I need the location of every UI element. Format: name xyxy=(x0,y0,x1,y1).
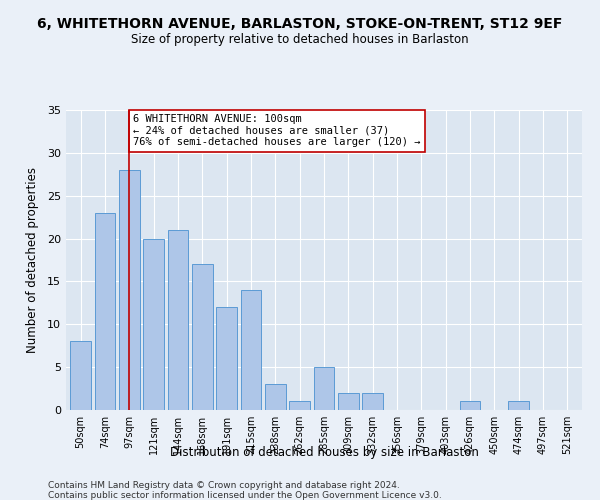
Text: Distribution of detached houses by size in Barlaston: Distribution of detached houses by size … xyxy=(170,446,478,459)
Text: 6, WHITETHORN AVENUE, BARLASTON, STOKE-ON-TRENT, ST12 9EF: 6, WHITETHORN AVENUE, BARLASTON, STOKE-O… xyxy=(37,18,563,32)
Bar xyxy=(460,402,481,410)
Bar xyxy=(314,367,334,410)
Text: Contains public sector information licensed under the Open Government Licence v3: Contains public sector information licen… xyxy=(48,491,442,500)
Bar xyxy=(167,230,188,410)
Bar xyxy=(265,384,286,410)
Bar xyxy=(338,393,359,410)
Text: 6 WHITETHORN AVENUE: 100sqm
← 24% of detached houses are smaller (37)
76% of sem: 6 WHITETHORN AVENUE: 100sqm ← 24% of det… xyxy=(133,114,421,148)
Y-axis label: Number of detached properties: Number of detached properties xyxy=(26,167,38,353)
Text: Size of property relative to detached houses in Barlaston: Size of property relative to detached ho… xyxy=(131,32,469,46)
Bar xyxy=(119,170,140,410)
Bar xyxy=(143,238,164,410)
Bar xyxy=(241,290,262,410)
Bar xyxy=(192,264,212,410)
Text: Contains HM Land Registry data © Crown copyright and database right 2024.: Contains HM Land Registry data © Crown c… xyxy=(48,481,400,490)
Bar xyxy=(70,342,91,410)
Bar xyxy=(216,307,237,410)
Bar xyxy=(362,393,383,410)
Bar xyxy=(95,213,115,410)
Bar xyxy=(508,402,529,410)
Bar xyxy=(289,402,310,410)
